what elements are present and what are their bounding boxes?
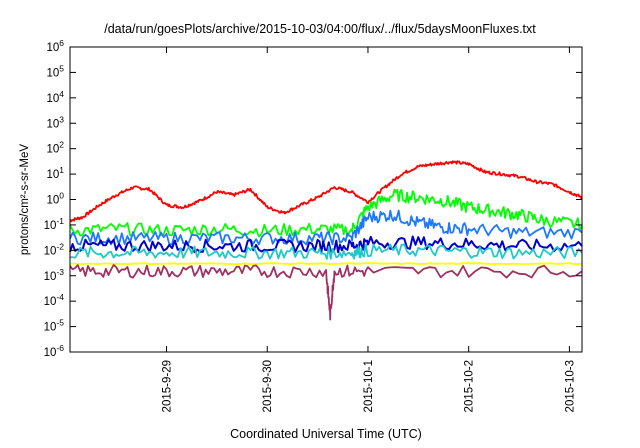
y-tick-label: 103 [46,114,64,130]
x-axis-label: Coordinated Universal Time (UTC) [230,427,422,441]
x-tick-label: 2015-9-29 [162,360,174,412]
y-tick-label: 10-1 [44,216,65,232]
chart-title: /data/run/goesPlots/archive/2015-10-03/0… [104,22,536,36]
y-tick-label: 106 [46,38,64,54]
y-tick-label: 101 [46,165,64,181]
y-tick-label: 104 [46,89,64,105]
y-tick-label: 102 [46,140,64,156]
y-tick-label: 10-3 [44,267,65,283]
y-tick-label: 100 [46,191,64,207]
x-tick-label: 2015-9-30 [262,360,274,412]
x-tick-label: 2015-10-2 [464,360,476,412]
y-tick-label: 105 [46,63,64,79]
y-tick-label: 10-5 [44,318,65,334]
series-line-3 [69,235,583,254]
x-tick-label: 2015-10-3 [564,360,576,412]
x-tick-label: 2015-10-1 [363,360,375,412]
y-tick-label: 10-4 [44,292,65,308]
series-line-2 [69,209,583,246]
series-line-5 [69,262,583,266]
plot-frame [69,46,583,353]
y-tick-label: 10-6 [44,343,65,359]
series-line-4 [69,243,583,260]
y-axis-label: protons/cm²-s-sr-MeV [19,144,31,256]
series-line-0 [69,160,583,223]
series-line-6 [69,264,583,321]
y-tick-label: 10-2 [44,241,65,257]
